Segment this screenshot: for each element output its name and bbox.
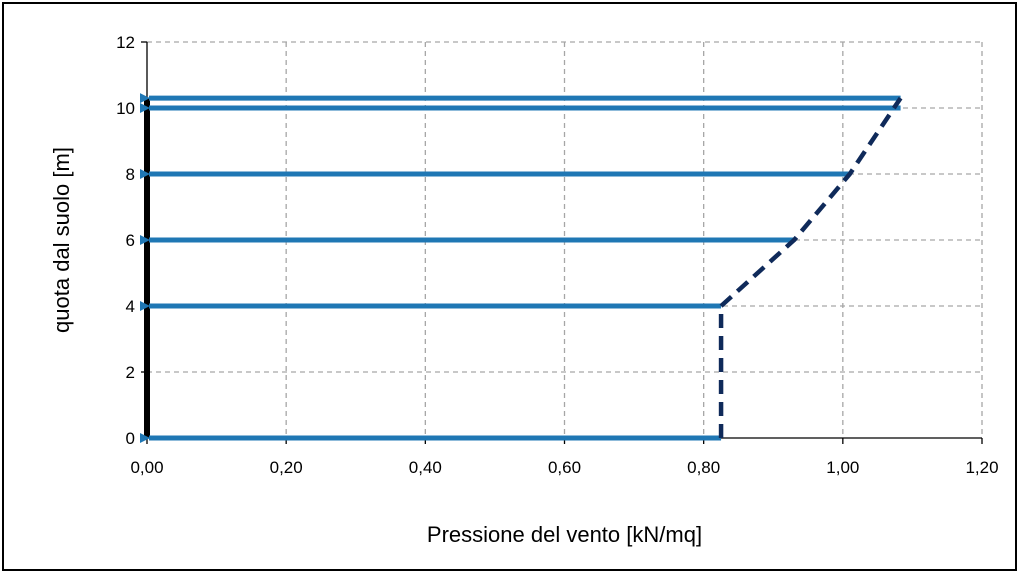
x-tick-label: 0,60 (548, 458, 581, 477)
x-tick-label: 0,20 (270, 458, 303, 477)
y-tick-label: 8 (126, 165, 135, 184)
y-axis-title: quota dal suolo [m] (49, 147, 74, 333)
y-tick-label: 2 (126, 363, 135, 382)
y-tick-label: 4 (126, 297, 135, 316)
x-tick-label: 0,40 (409, 458, 442, 477)
x-tick-label: 1,00 (826, 458, 859, 477)
x-tick-label: 0,80 (687, 458, 720, 477)
y-tick-label: 0 (126, 429, 135, 448)
pressure-profile-line (718, 96, 903, 438)
tick-labels: 0 2 4 6 8 10 12 0,00 0,20 0,40 0,60 0,80 1,00 1,20 (116, 33, 998, 477)
pressure-profile-series (718, 96, 903, 438)
y-tick-label: 12 (116, 33, 135, 52)
x-axis-title: Pressione del vento [kN/mq] (427, 522, 702, 547)
x-tick-label: 0,00 (130, 458, 163, 477)
y-tick-label: 6 (126, 231, 135, 250)
axes (141, 41, 983, 444)
x-tick-label: 1,20 (965, 458, 998, 477)
pressure-arrows (140, 93, 901, 443)
y-tick-label: 10 (116, 99, 135, 118)
